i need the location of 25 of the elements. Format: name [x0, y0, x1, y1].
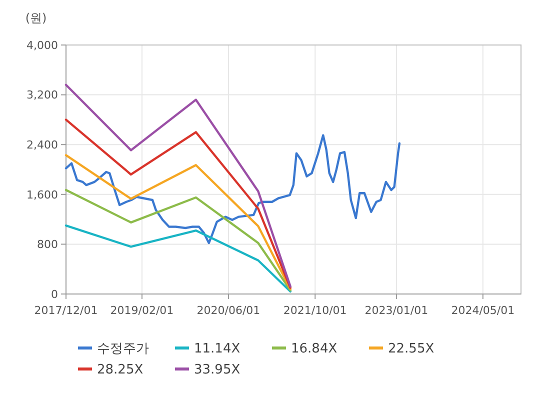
- y-tick-label: 1,600: [26, 188, 58, 202]
- line-series: [64, 224, 292, 293]
- legend-label: 16.84X: [291, 342, 338, 357]
- y-tick-label: 0: [51, 288, 58, 301]
- line-series: [64, 84, 292, 288]
- legend-label: 33.95X: [194, 362, 240, 378]
- x-tick-label: 2024/05/01: [451, 304, 515, 317]
- x-tick-label: 2017/12/01: [34, 304, 98, 317]
- y-tick-label: 800: [37, 238, 58, 252]
- y-tick-label: 2,400: [26, 138, 58, 152]
- x-tick-label: 2021/10/01: [283, 304, 347, 317]
- line-series: [64, 154, 292, 290]
- line-series: [64, 134, 401, 244]
- x-tick-label: 2020/06/01: [196, 304, 260, 317]
- x-tick-label: 2023/01/01: [364, 304, 428, 317]
- x-tick-label: 2019/02/01: [110, 304, 174, 317]
- y-tick-label: 4,000: [26, 38, 58, 52]
- legend-label: 수정주가: [97, 342, 149, 357]
- y-tick-label: 3,200: [26, 88, 58, 102]
- y-axis-title: (원): [25, 11, 47, 25]
- legend-label: 11.14X: [194, 342, 240, 357]
- line-series: [64, 118, 292, 289]
- legend-label: 22.55X: [388, 342, 434, 357]
- legend-label: 28.25X: [97, 362, 144, 378]
- line-series: [64, 188, 292, 292]
